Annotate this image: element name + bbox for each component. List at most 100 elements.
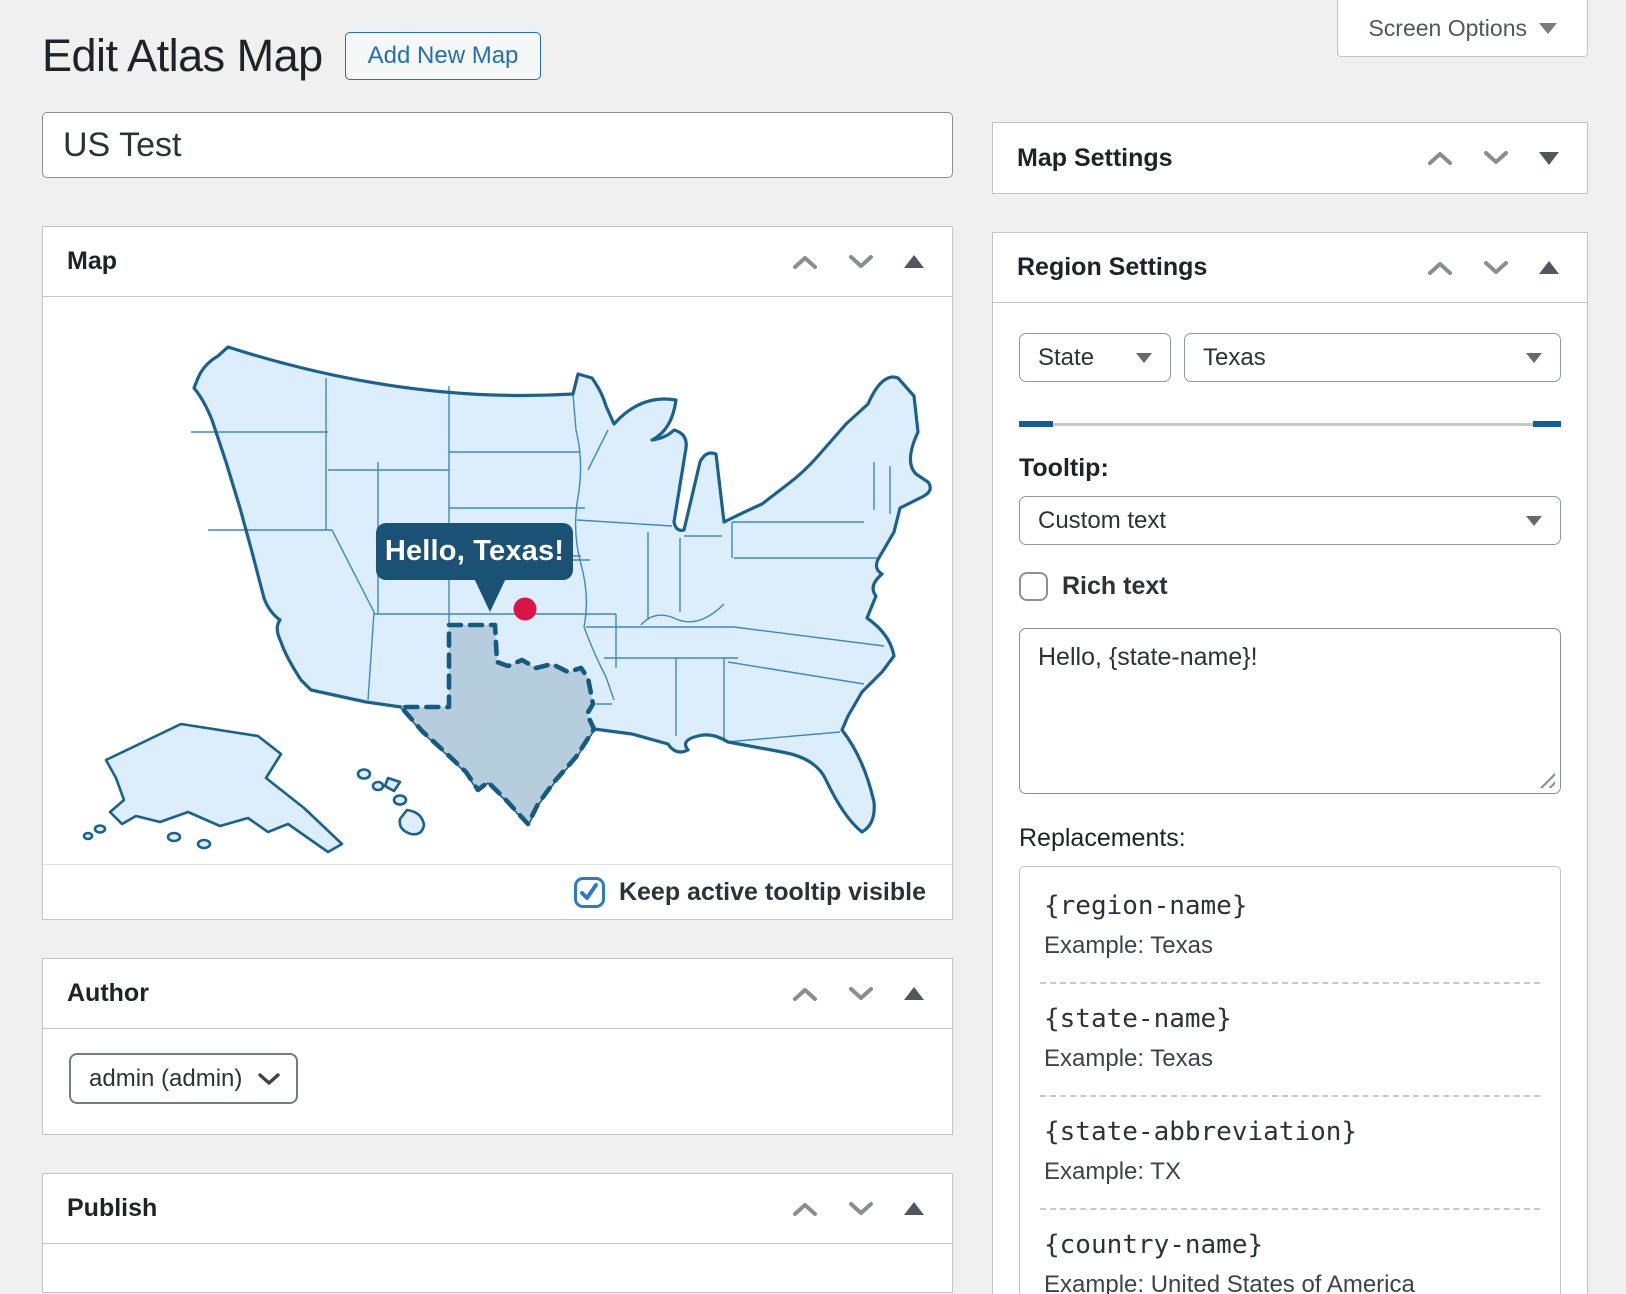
author-panel-title: Author (67, 979, 149, 1007)
move-up-button[interactable] (1423, 256, 1457, 280)
tooltip-text-input[interactable]: Hello, {state-name}! (1019, 628, 1561, 794)
replacement-example: Example: Texas (1044, 932, 1213, 959)
move-up-button[interactable] (788, 1197, 822, 1221)
collapse-toggle-button[interactable] (1535, 148, 1563, 169)
tooltip-type-select[interactable]: Custom text (1019, 496, 1561, 545)
chevron-down-icon (849, 986, 873, 1000)
replacement-example: Example: United States of America (1044, 1271, 1415, 1294)
chevron-down-icon (849, 1201, 873, 1215)
triangle-up-icon (904, 255, 924, 268)
alaska-region[interactable] (82, 722, 344, 854)
region-settings-panel: Region Settings State Te (992, 232, 1588, 1294)
list-item: {state-abbreviation} Example: TX (1040, 1097, 1540, 1210)
replacement-token: {state-abbreviation} (1044, 1117, 1358, 1147)
chevron-down-icon (1484, 260, 1508, 274)
chevron-up-icon (793, 987, 817, 1001)
select-arrow-icon (1526, 352, 1542, 363)
map-marker-dot (513, 597, 537, 621)
hawaii-region[interactable] (356, 768, 426, 836)
rich-text-checkbox[interactable] (1019, 572, 1048, 601)
replacement-token: {country-name} (1044, 1230, 1264, 1260)
region-settings-title: Region Settings (1017, 253, 1208, 281)
screen-options-label: Screen Options (1368, 14, 1527, 41)
select-arrow-icon (1136, 352, 1152, 363)
tooltip-pointer (472, 574, 508, 612)
map-panel-header[interactable]: Map (43, 227, 952, 297)
region-value-select[interactable]: Texas (1184, 333, 1561, 382)
list-item: {state-name} Example: Texas (1040, 984, 1540, 1097)
add-new-map-button[interactable]: Add New Map (344, 32, 542, 80)
map-panel: Map (42, 226, 953, 920)
collapse-toggle-button[interactable] (900, 251, 928, 272)
chevron-up-icon (1428, 261, 1452, 275)
slider-track (1019, 423, 1561, 426)
triangle-up-icon (904, 1202, 924, 1215)
region-settings-header[interactable]: Region Settings (993, 233, 1587, 303)
texas-region[interactable] (398, 622, 597, 827)
collapse-toggle-button[interactable] (900, 1198, 928, 1219)
author-select[interactable]: admin (admin) (69, 1053, 299, 1104)
map-settings-header[interactable]: Map Settings (993, 123, 1587, 193)
collapse-toggle-button[interactable] (1535, 257, 1563, 278)
replacement-example: Example: TX (1044, 1158, 1181, 1185)
move-down-button[interactable] (844, 250, 878, 274)
move-down-button[interactable] (1479, 256, 1513, 280)
triangle-down-icon (1539, 151, 1559, 165)
chevron-down-icon (258, 1072, 281, 1085)
map-settings-title: Map Settings (1017, 143, 1173, 172)
chevron-down-icon (1484, 151, 1508, 164)
move-down-button[interactable] (844, 1197, 878, 1221)
page-title: Edit Atlas Map (42, 30, 323, 81)
replacement-token: {state-name} (1044, 1004, 1232, 1034)
screen-options-button[interactable]: Screen Options (1337, 0, 1588, 57)
replacement-token: {region-name} (1044, 891, 1248, 921)
checkmark-icon (580, 883, 599, 900)
region-slider (1019, 421, 1561, 427)
collapse-toggle-button[interactable] (900, 983, 928, 1004)
rich-text-label: Rich text (1062, 572, 1168, 600)
author-panel: Author admin (admin) (42, 958, 953, 1135)
move-down-button[interactable] (844, 982, 878, 1006)
move-up-button[interactable] (1423, 146, 1457, 170)
move-down-button[interactable] (1479, 146, 1513, 170)
triangle-up-icon (1539, 261, 1559, 274)
region-type-value: State (1038, 343, 1095, 371)
region-value: Texas (1203, 343, 1266, 371)
chevron-down-icon (1539, 22, 1557, 34)
replacements-label: Replacements: (1019, 824, 1186, 852)
chevron-up-icon (793, 255, 817, 269)
author-panel-header[interactable]: Author (43, 959, 952, 1029)
us-outline (192, 345, 932, 834)
chevron-up-icon (1428, 152, 1452, 165)
us-map[interactable] (76, 312, 936, 864)
list-item: {country-name} Example: United States of… (1040, 1210, 1540, 1294)
region-type-select[interactable]: State (1019, 333, 1171, 382)
keep-tooltip-label: Keep active tooltip visible (618, 877, 926, 906)
chevron-down-icon (849, 254, 873, 268)
tooltip-field-label: Tooltip: (1019, 454, 1109, 482)
keep-tooltip-checkbox[interactable] (573, 876, 605, 908)
replacement-example: Example: Texas (1044, 1045, 1213, 1072)
map-tooltip-text: Hello, Texas! (384, 535, 565, 567)
map-settings-panel: Map Settings (992, 122, 1588, 194)
slider-handle-right[interactable] (1533, 421, 1561, 427)
list-item: {region-name} Example: Texas (1040, 871, 1540, 984)
map-canvas: Hello, Texas! (43, 297, 952, 864)
state-borders (191, 378, 891, 743)
tooltip-type-value: Custom text (1038, 506, 1167, 534)
publish-panel-title: Publish (67, 1194, 158, 1222)
publish-panel-header[interactable]: Publish (43, 1174, 952, 1244)
map-title-input[interactable] (42, 112, 953, 178)
map-panel-footer: Keep active tooltip visible (43, 864, 952, 919)
move-up-button[interactable] (788, 250, 822, 274)
map-tooltip: Hello, Texas! (376, 523, 573, 580)
author-select-value: admin (admin) (89, 1064, 243, 1092)
triangle-up-icon (904, 987, 924, 1000)
chevron-up-icon (793, 1202, 817, 1216)
publish-panel: Publish (42, 1173, 953, 1293)
slider-handle-left[interactable] (1019, 421, 1053, 427)
replacements-list: {region-name} Example: Texas {state-name… (1019, 866, 1561, 1294)
select-arrow-icon (1526, 515, 1542, 526)
map-panel-title: Map (67, 247, 117, 275)
move-up-button[interactable] (788, 982, 822, 1006)
